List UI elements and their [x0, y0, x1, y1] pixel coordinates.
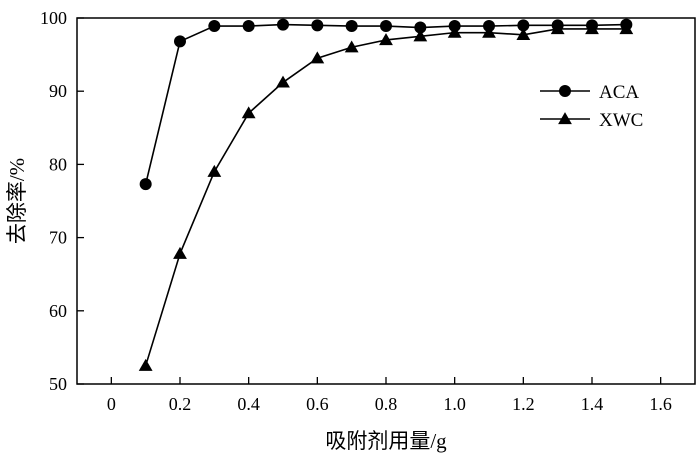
data-point-aca: [174, 35, 186, 48]
data-point-aca: [139, 178, 152, 191]
data-point-xwc: [310, 51, 325, 64]
data-point-aca: [208, 20, 221, 33]
x-axis-title: 吸附剂用量/g: [325, 429, 447, 453]
y-axis: 50 60 70 80 90 100: [40, 8, 84, 394]
data-point-xwc: [241, 106, 256, 119]
legend-label-xwc: XWC: [599, 110, 643, 131]
data-point-xwc: [516, 27, 531, 40]
data-point-xwc: [585, 22, 599, 35]
x-tick-label: 1.6: [649, 394, 672, 414]
data-point-aca: [311, 19, 324, 32]
x-tick-label: 1.2: [512, 394, 535, 414]
series-line-aca: [144, 23, 627, 185]
plot-area-frame: [76, 17, 696, 385]
legend-marker-aca: [559, 85, 571, 97]
series-markers: [138, 18, 634, 371]
data-point-xwc: [344, 40, 359, 53]
y-tick-label: 70: [49, 228, 67, 248]
x-tick-label: 1.0: [443, 394, 466, 414]
data-point-xwc: [276, 75, 290, 88]
data-point-xwc: [550, 22, 565, 35]
x-tick-label: 0.4: [237, 394, 260, 414]
x-tick-label: 0.8: [375, 394, 398, 414]
data-point-aca: [517, 19, 530, 32]
y-tick-label: 80: [49, 154, 67, 174]
data-point-aca: [380, 20, 392, 33]
data-point-xwc: [207, 164, 222, 177]
x-tick-label: 0.2: [169, 394, 192, 414]
y-tick-label: 90: [49, 81, 67, 101]
data-point-xwc: [447, 25, 462, 38]
y-tick-label: 50: [49, 374, 67, 394]
x-tick-label: 1.4: [581, 394, 604, 414]
legend-label-aca: ACA: [599, 82, 639, 103]
data-point-xwc: [138, 358, 153, 371]
data-point-xwc: [173, 246, 187, 259]
data-point-xwc: [379, 33, 393, 46]
y-tick-label: 100: [40, 8, 67, 28]
y-tick-label: 60: [49, 301, 67, 321]
x-tick-label: 0: [107, 394, 116, 414]
data-point-aca: [345, 20, 358, 33]
series-line-xwc: [144, 28, 627, 366]
data-point-aca: [414, 21, 427, 34]
data-point-aca: [277, 18, 289, 31]
data-point-xwc: [482, 25, 496, 38]
data-point-xwc: [619, 22, 634, 35]
x-axis: 0 0.2 0.4 0.6 0.8 1.0 1.2 1.4 1.6: [107, 377, 672, 414]
data-point-xwc: [413, 29, 428, 42]
x-tick-label: 0.6: [306, 394, 329, 414]
legend: ACA XWC: [540, 82, 643, 131]
legend-marker-xwc: [558, 112, 572, 125]
data-point-aca: [242, 20, 255, 33]
series-lines: [144, 23, 627, 366]
y-axis-title: 去除率/%: [5, 158, 29, 244]
